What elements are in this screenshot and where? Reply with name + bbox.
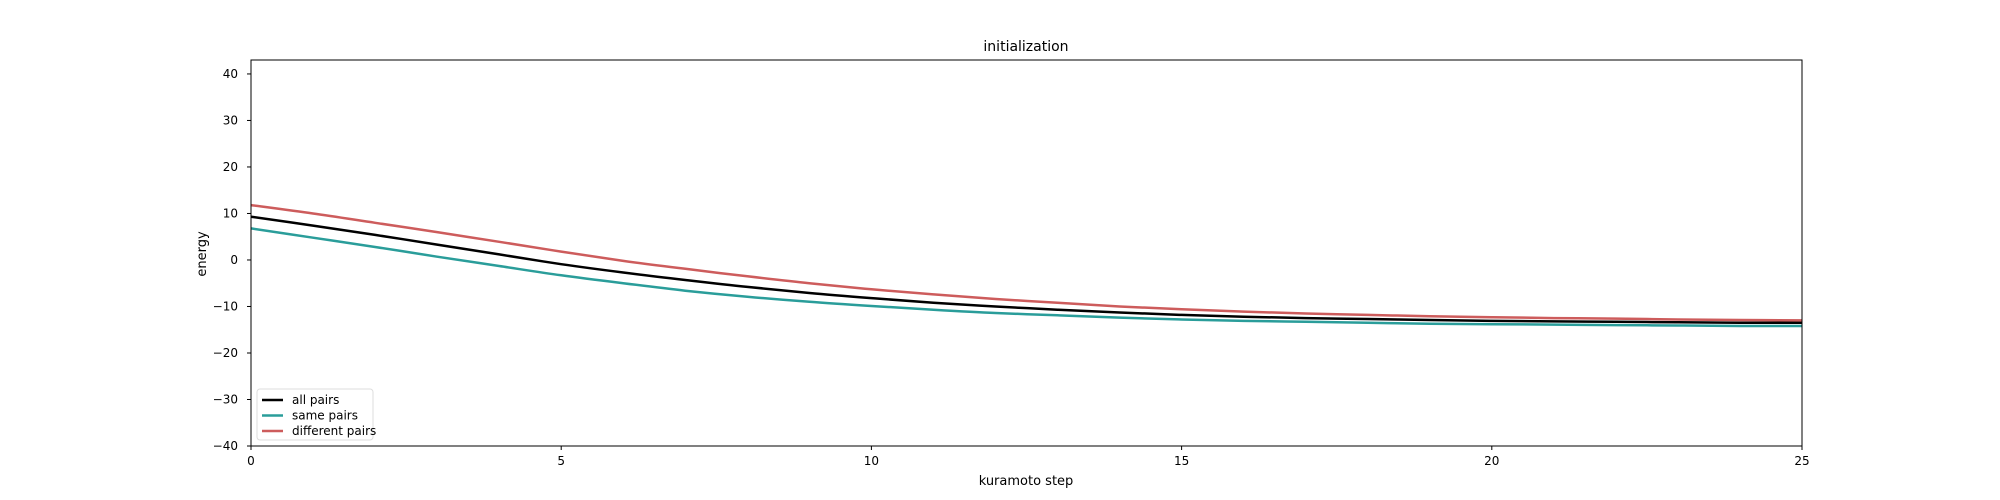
x-tick-label: 15: [1174, 454, 1189, 468]
series-line-different-pairs: [250, 203, 1803, 322]
series-lines: [250, 203, 1803, 328]
y-tick-label: 40: [223, 67, 238, 81]
y-tick-label: 30: [223, 113, 238, 127]
plot-frame: [250, 59, 1803, 447]
x-axis-ticks: 0 5 10 15 20 25: [247, 446, 1810, 468]
y-tick-label: −30: [213, 392, 238, 406]
y-tick-label: −20: [213, 346, 238, 360]
y-tick-label: 0: [230, 253, 238, 267]
y-tick-label: −40: [213, 439, 238, 453]
y-tick-label: 20: [223, 160, 238, 174]
legend-label: same pairs: [292, 409, 358, 423]
series-line-same-pairs: [250, 227, 1803, 328]
y-axis-label: energy: [195, 231, 210, 277]
x-tick-label: 25: [1794, 454, 1809, 468]
x-axis-label: kuramoto step: [979, 474, 1074, 489]
legend-label: different pairs: [292, 424, 376, 438]
y-tick-label: −10: [213, 299, 238, 313]
x-tick-label: 5: [557, 454, 565, 468]
chart-title: initialization: [983, 39, 1068, 55]
legend-label: all pairs: [292, 393, 339, 407]
y-axis-ticks: −40 −30 −20 −10 0 10 20 30 40: [213, 67, 251, 453]
x-tick-label: 10: [864, 454, 879, 468]
legend-box: [256, 388, 374, 441]
series-line-all-pairs: [250, 215, 1802, 325]
x-tick-label: 0: [247, 454, 255, 468]
x-tick-label: 20: [1484, 454, 1499, 468]
y-tick-label: 10: [223, 206, 238, 220]
